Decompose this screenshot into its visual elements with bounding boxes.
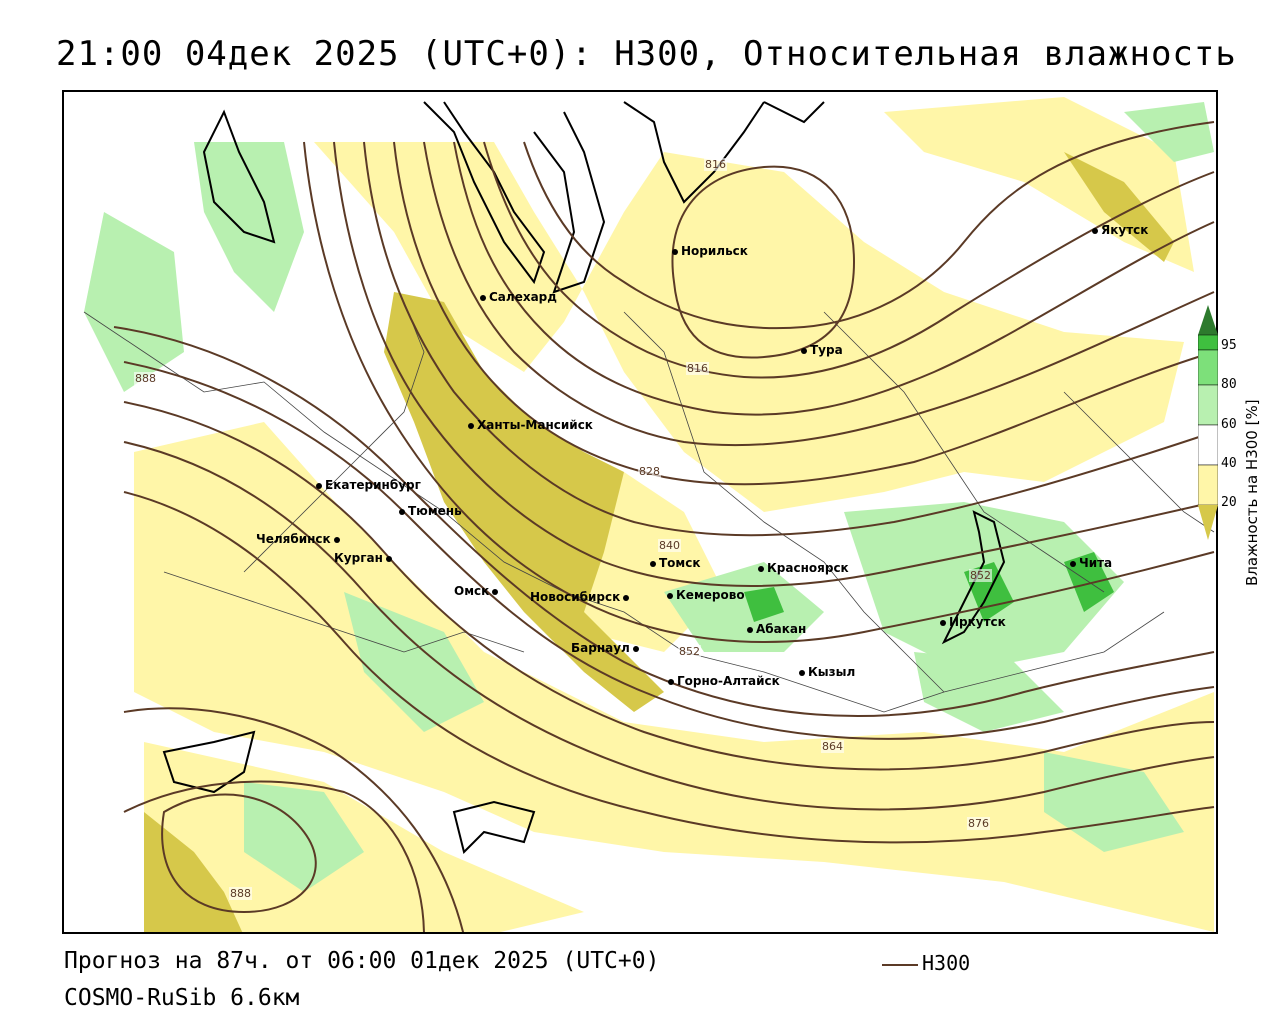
contour-label: 840 bbox=[658, 539, 681, 552]
contour-label: 816 bbox=[704, 158, 727, 171]
city-dot-icon bbox=[480, 294, 486, 301]
city-dot-icon bbox=[650, 560, 656, 567]
map-canvas[interactable]: Норильск Якутск Салехард Тура Ханты-Манс… bbox=[62, 90, 1218, 934]
city-irkutsk: Иркутск bbox=[940, 615, 1006, 629]
contour-label: 816 bbox=[686, 362, 709, 375]
city-yakutsk: Якутск bbox=[1092, 223, 1148, 237]
series-line-icon bbox=[882, 963, 918, 966]
city-salekhard: Салехард bbox=[480, 290, 557, 304]
humidity-colorbar bbox=[1198, 305, 1218, 540]
legend-title: Влажность на H300 [%] bbox=[1243, 399, 1261, 586]
city-chelyabinsk: Челябинск bbox=[256, 532, 343, 546]
page-title: 21:00 04дек 2025 (UTC+0): H300, Относите… bbox=[56, 34, 1237, 74]
city-dot-icon bbox=[1092, 227, 1098, 234]
legend-tick: 60 bbox=[1221, 417, 1237, 432]
city-dot-icon bbox=[623, 594, 630, 601]
legend-tick: 95 bbox=[1221, 338, 1237, 353]
city-dot-icon bbox=[672, 248, 678, 255]
city-dot-icon bbox=[399, 508, 405, 515]
city-dot-icon bbox=[940, 619, 946, 626]
city-dot-icon bbox=[667, 592, 673, 599]
city-kyzyl: Кызыл bbox=[799, 665, 855, 679]
contour-label: 876 bbox=[967, 817, 990, 830]
contour-label: 852 bbox=[969, 569, 992, 582]
admin-borders bbox=[83, 301, 1215, 713]
city-yekaterinburg: Екатеринбург bbox=[316, 478, 421, 492]
map-svg bbox=[83, 97, 1215, 932]
legend-tick: 40 bbox=[1221, 456, 1237, 471]
city-kemerovo: Кемерово bbox=[667, 588, 745, 602]
city-dot-icon bbox=[316, 482, 322, 489]
city-dot-icon bbox=[492, 588, 499, 595]
city-dot-icon bbox=[799, 669, 805, 676]
series-label: H300 bbox=[922, 951, 971, 975]
city-dot-icon bbox=[747, 626, 753, 633]
series-legend: H300 bbox=[882, 951, 970, 975]
city-barnaul: Барнаул bbox=[571, 641, 642, 655]
city-dot-icon bbox=[385, 555, 392, 562]
city-abakan: Абакан bbox=[747, 622, 806, 636]
city-dot-icon bbox=[668, 678, 674, 685]
forecast-info: Прогноз на 87ч. от 06:00 01дек 2025 (UTC… bbox=[64, 948, 660, 974]
city-tura: Тура bbox=[801, 343, 843, 357]
city-dot-icon bbox=[758, 565, 764, 572]
city-gorno-altaysk: Горно-Алтайск bbox=[668, 674, 780, 688]
legend-tick: 20 bbox=[1221, 495, 1237, 510]
city-tyumen: Тюмень bbox=[399, 504, 462, 518]
contour-label: 888 bbox=[134, 372, 157, 385]
city-kurgan: Курган bbox=[334, 551, 395, 565]
city-krasnoyarsk: Красноярск bbox=[758, 561, 849, 575]
model-name: COSMO-RuSib 6.6км bbox=[64, 985, 300, 1011]
city-tomsk: Томск bbox=[650, 556, 701, 570]
contour-label: 828 bbox=[638, 465, 661, 478]
humidity-field-very-dry bbox=[144, 152, 1174, 932]
coastlines bbox=[162, 101, 1006, 854]
city-dot-icon bbox=[1070, 560, 1076, 567]
contour-label: 888 bbox=[229, 887, 252, 900]
city-khanty-mansiysk: Ханты-Мансийск bbox=[468, 418, 593, 432]
city-chita: Чита bbox=[1070, 556, 1112, 570]
contour-label: 864 bbox=[821, 740, 844, 753]
city-novosibirsk: Новосибирск bbox=[530, 590, 632, 604]
contour-label: 852 bbox=[678, 645, 701, 658]
city-dot-icon bbox=[468, 422, 474, 429]
city-dot-icon bbox=[632, 645, 639, 652]
city-dot-icon bbox=[333, 536, 340, 543]
city-dot-icon bbox=[801, 347, 807, 354]
city-omsk: Омск bbox=[454, 584, 501, 598]
h300-contours bbox=[113, 121, 1215, 932]
city-norilsk: Норильск bbox=[672, 244, 748, 258]
legend-tick: 80 bbox=[1221, 377, 1237, 392]
